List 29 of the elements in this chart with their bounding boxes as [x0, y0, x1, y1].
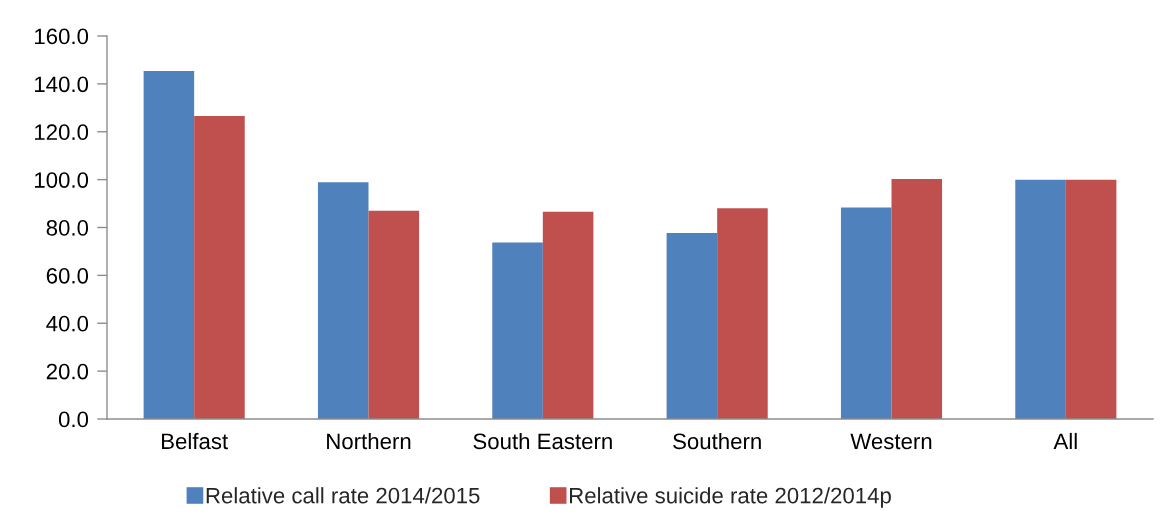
bar [143, 70, 195, 419]
y-tick-label: 60.0 [46, 267, 89, 284]
x-tick-label: Northern [327, 432, 411, 450]
x-tick-label: All [1053, 432, 1077, 449]
bar [542, 211, 594, 419]
bar [492, 242, 543, 419]
y-tick-label: 20.0 [46, 363, 89, 380]
bar [717, 208, 768, 419]
legend-label: Relative call rate 2014/2015 [206, 487, 480, 504]
bar [368, 210, 420, 419]
bar [1015, 179, 1066, 419]
bar [1065, 179, 1117, 419]
y-tick-label: 140.0 [35, 76, 89, 93]
y-tick-label: 100.0 [35, 172, 89, 188]
bar [194, 115, 245, 419]
x-tick-label: Southern [673, 432, 761, 450]
x-tick-label: Western [850, 433, 932, 450]
y-tick-label: 80.0 [46, 220, 89, 236]
y-tick-label: 160.0 [35, 28, 89, 45]
y-tick-label: 0.0 [58, 411, 89, 428]
y-tick-label: 120.0 [35, 124, 89, 141]
bar [666, 233, 718, 419]
bar [317, 182, 369, 419]
x-tick-label: South Eastern [473, 432, 612, 450]
x-tick-label: Belfast [162, 432, 228, 450]
legend-label: Relative suicide rate 2012/2014p [570, 487, 891, 508]
bar [840, 207, 892, 419]
bar [891, 178, 943, 419]
y-tick-label: 40.0 [46, 315, 89, 332]
